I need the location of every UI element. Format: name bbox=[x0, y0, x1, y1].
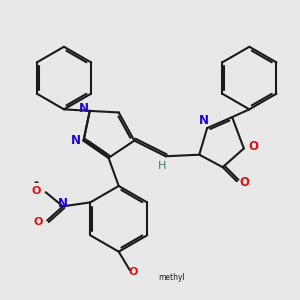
Text: O: O bbox=[33, 217, 43, 227]
Text: N: N bbox=[199, 114, 209, 127]
Text: N: N bbox=[58, 197, 68, 210]
Text: N: N bbox=[71, 134, 81, 147]
Text: -: - bbox=[34, 176, 39, 189]
Text: H: H bbox=[158, 161, 167, 171]
Text: O: O bbox=[32, 186, 41, 196]
Text: O: O bbox=[240, 176, 250, 189]
Text: O: O bbox=[128, 267, 137, 277]
Text: N: N bbox=[79, 102, 88, 115]
Text: methyl: methyl bbox=[159, 273, 185, 282]
Text: O: O bbox=[248, 140, 258, 153]
